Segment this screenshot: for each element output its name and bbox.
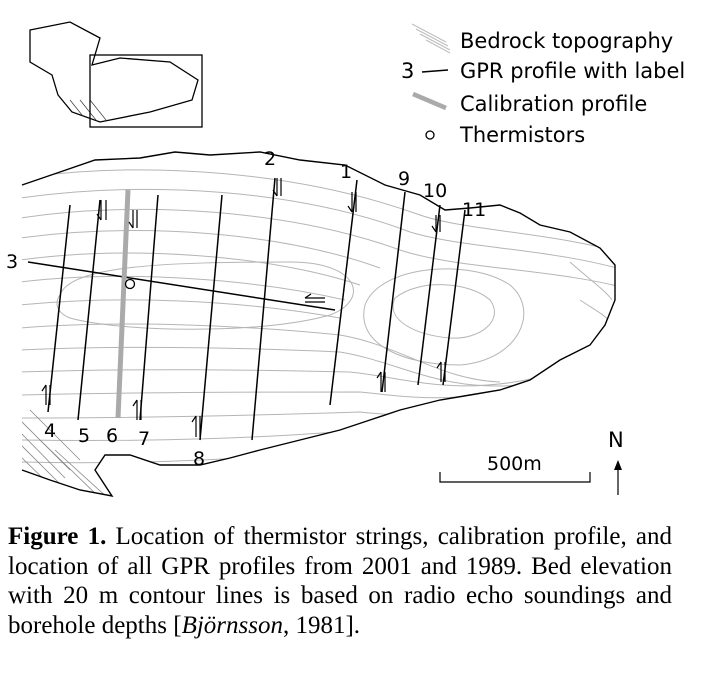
profile-label-11: 11 <box>462 199 486 221</box>
gpr-profile-5 <box>77 199 101 421</box>
north-arrow: N <box>608 428 624 495</box>
calibration-profile <box>115 189 131 419</box>
gpr-profiles <box>27 177 466 441</box>
caption-citation-author: Björnsson <box>181 611 283 639</box>
gpr-profile-8b <box>251 177 276 441</box>
north-label: N <box>608 428 624 452</box>
profile-label-7: 7 <box>138 428 150 450</box>
gpr-profile-8a <box>199 194 223 441</box>
glacier-outline <box>21 151 616 497</box>
inset-extent-box <box>89 54 203 128</box>
legend-calibration-label: Calibration profile <box>460 92 647 116</box>
profile-label-6: 6 <box>106 425 118 447</box>
legend-calibration-symbol <box>412 91 447 111</box>
profile-label-10: 10 <box>423 180 447 202</box>
profile-label-2: 2 <box>264 148 276 170</box>
legend-bedrock-label: Bedrock topography <box>460 29 673 53</box>
gpr-profile-9 <box>381 191 406 393</box>
caption-label: Figure 1. <box>8 523 107 550</box>
glacier-map: Bedrock topography 3 GPR profile with la… <box>6 21 685 497</box>
bedrock-hatching <box>22 409 111 496</box>
gpr-profile-10 <box>417 204 441 386</box>
thermistor <box>124 278 136 290</box>
bedrock-contours <box>22 169 615 464</box>
legend-gpr-symbol <box>421 69 449 73</box>
profile-label-9: 9 <box>398 168 410 190</box>
scale-bar: 500m <box>439 453 591 483</box>
legend: Bedrock topography 3 GPR profile with la… <box>401 23 685 147</box>
figure-caption: Figure 1. Location of thermistor strings… <box>8 522 672 640</box>
scale-bar-label: 500m <box>487 453 542 475</box>
direction-arrows <box>41 178 446 437</box>
caption-text-2: , 1981]. <box>282 611 361 639</box>
legend-gpr-number: 3 <box>401 59 414 83</box>
profile-label-4: 4 <box>44 420 56 442</box>
inset-outline <box>29 21 199 123</box>
gpr-profile-3 <box>27 261 336 311</box>
gpr-profile-1 <box>329 179 358 406</box>
profile-label-8: 8 <box>193 448 205 470</box>
legend-thermistor-symbol <box>425 130 435 140</box>
legend-gpr-label: GPR profile with label <box>460 59 685 83</box>
inset-map <box>29 21 203 128</box>
profile-label-1: 1 <box>340 161 352 183</box>
gpr-profile-7 <box>139 194 159 421</box>
profile-label-3: 3 <box>6 251 18 273</box>
caption-text-1: Location of thermistor strings, calibrat… <box>8 523 672 639</box>
legend-bedrock-symbol <box>411 23 451 54</box>
profile-label-5: 5 <box>78 425 90 447</box>
gpr-profile-4 <box>47 204 71 413</box>
legend-thermistor-label: Thermistors <box>459 123 585 147</box>
gpr-profile-11 <box>442 209 466 386</box>
